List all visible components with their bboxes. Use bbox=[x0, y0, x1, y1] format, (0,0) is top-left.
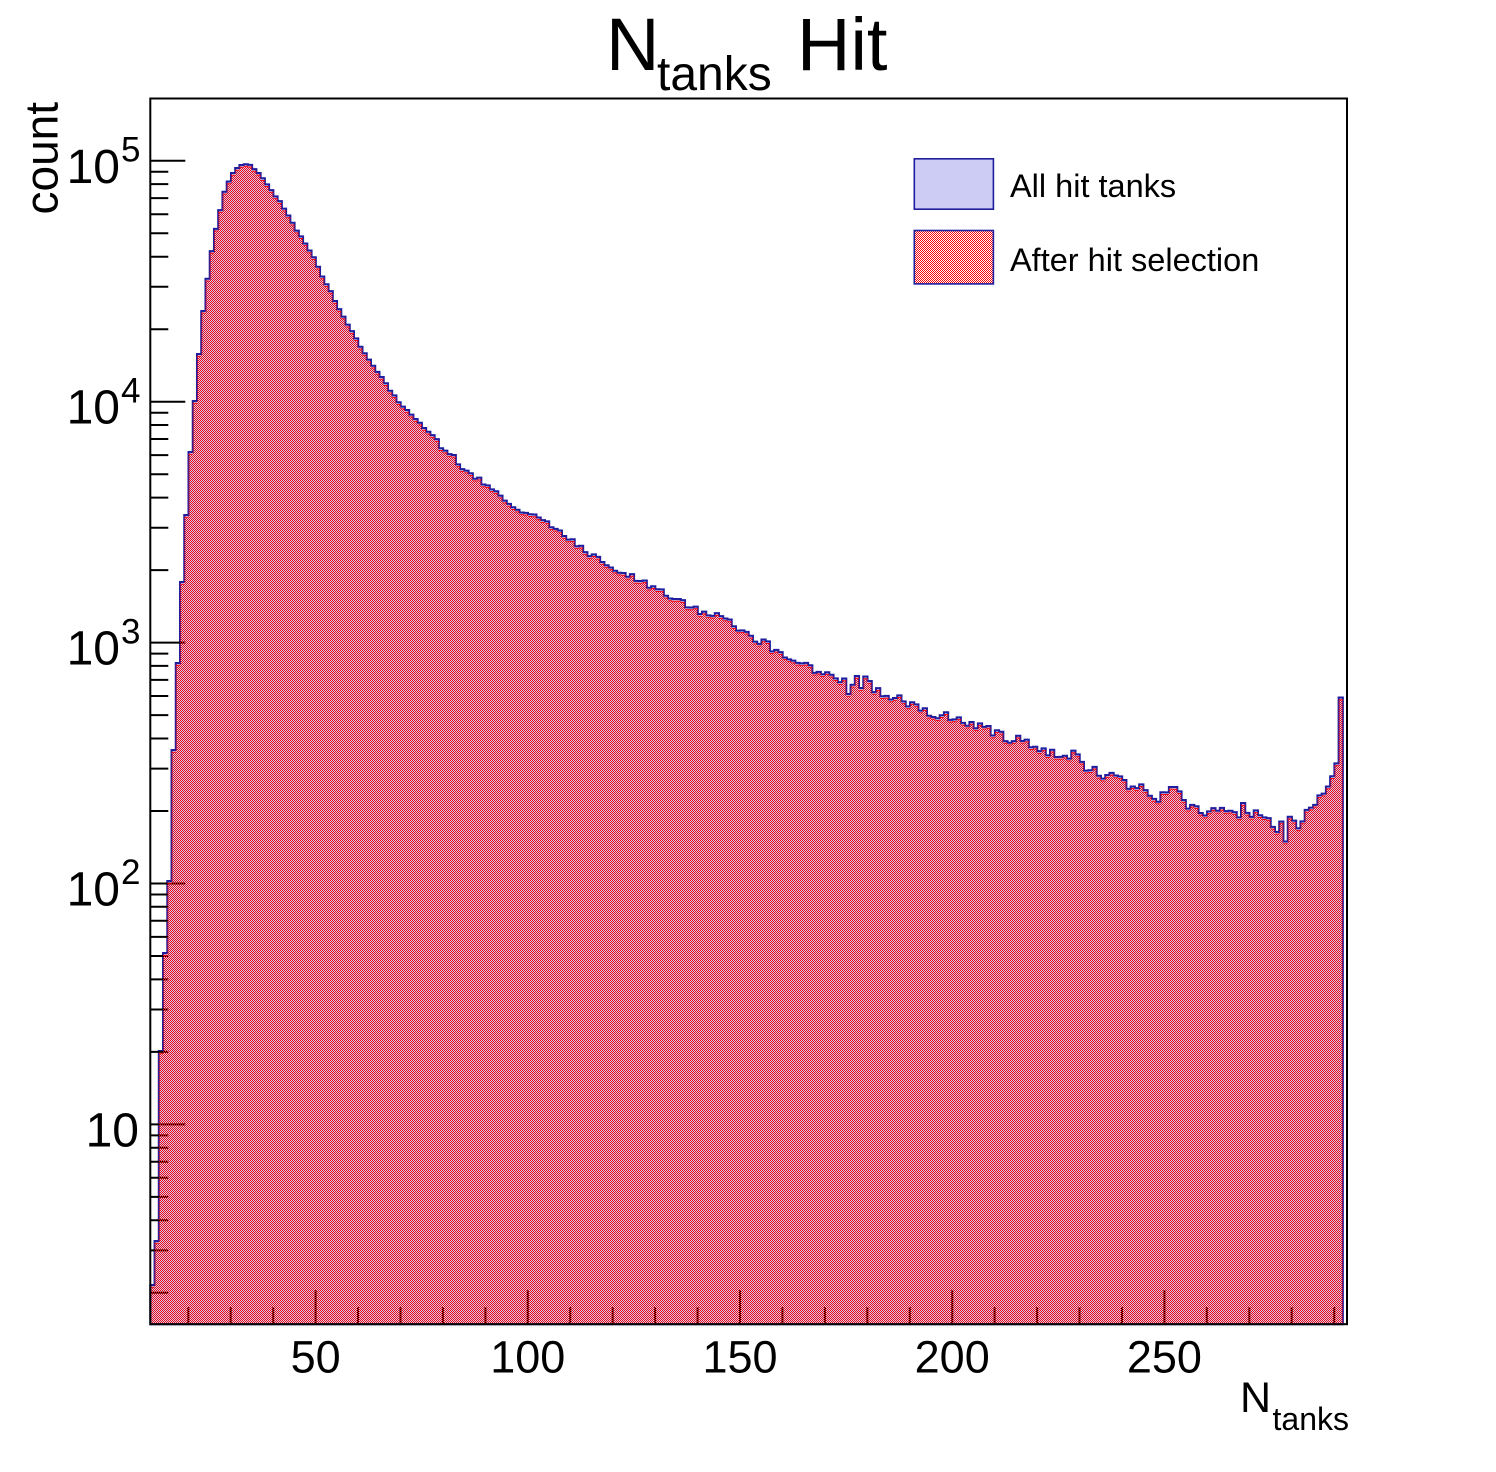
svg-text:tanks: tanks bbox=[1273, 1401, 1349, 1437]
svg-text:250: 250 bbox=[1127, 1332, 1202, 1383]
svg-text:150: 150 bbox=[702, 1332, 777, 1383]
svg-text:count: count bbox=[16, 102, 68, 215]
svg-text:100: 100 bbox=[490, 1332, 565, 1383]
svg-text:200: 200 bbox=[915, 1332, 990, 1383]
svg-text:All hit tanks: All hit tanks bbox=[1010, 168, 1176, 204]
svg-text:tanks: tanks bbox=[657, 48, 772, 101]
svg-text:3: 3 bbox=[121, 612, 140, 651]
svg-text:10: 10 bbox=[67, 864, 120, 917]
svg-text:N: N bbox=[1240, 1374, 1271, 1422]
svg-text:10: 10 bbox=[67, 623, 120, 676]
svg-text:10: 10 bbox=[86, 1104, 139, 1157]
svg-text:After hit selection: After hit selection bbox=[1010, 242, 1259, 278]
svg-text:4: 4 bbox=[121, 371, 140, 410]
svg-text:N: N bbox=[606, 3, 659, 86]
svg-text:10: 10 bbox=[67, 382, 120, 435]
svg-text:Hit: Hit bbox=[797, 3, 888, 86]
svg-text:2: 2 bbox=[121, 853, 140, 892]
svg-text:5: 5 bbox=[121, 131, 140, 170]
svg-text:50: 50 bbox=[291, 1332, 341, 1383]
svg-text:10: 10 bbox=[67, 141, 120, 194]
